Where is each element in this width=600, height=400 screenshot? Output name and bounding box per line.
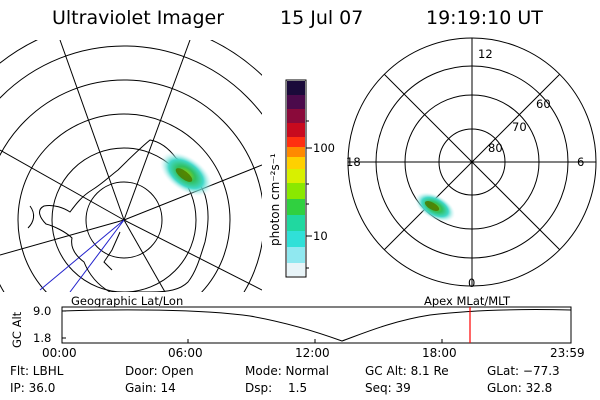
geo-meridians <box>0 40 262 292</box>
alt-ylabel: GC Alt <box>10 311 24 348</box>
terminator-line <box>39 219 125 291</box>
instrument-title: Ultraviolet Imager <box>52 7 225 29</box>
date-label: 15 Jul 07 <box>280 7 364 29</box>
polar-grid <box>347 37 597 287</box>
lat-label-70: 70 <box>512 120 527 134</box>
door-label: Door: Open <box>125 364 194 378</box>
dsp-label: Dsp: <box>245 381 273 395</box>
mlt-label-12: 12 <box>478 47 493 61</box>
mode-label: Mode: Normal <box>245 364 329 378</box>
alt-xtick-0600: 06:00 <box>168 346 203 360</box>
antarctica-outline <box>39 139 209 292</box>
alt-xtick-0000: 00:00 <box>42 346 77 360</box>
lat-label-80: 80 <box>488 141 503 155</box>
altitude-curve <box>61 309 572 342</box>
ip-label: IP: 36.0 <box>10 381 56 395</box>
glat-label: GLat: −77.3 <box>487 364 560 378</box>
gain-label: Gain: 14 <box>125 381 176 395</box>
lat-label-60: 60 <box>536 97 551 111</box>
alt-ytick-1: 1.8 <box>33 331 52 345</box>
altitude-plot <box>61 306 572 344</box>
colorbar <box>285 79 312 278</box>
time-label: 19:19:10 UT <box>426 7 543 29</box>
geo-map <box>0 40 262 292</box>
geo-panel-label: Geographic Lat/Lon <box>71 294 184 308</box>
alt-xtick-1200: 12:00 <box>295 346 330 360</box>
mlt-label-18: 18 <box>346 155 361 169</box>
alt-ytick-9: 9.0 <box>33 304 52 318</box>
mlt-label-0: 0 <box>468 276 476 290</box>
dsp-value: 1.5 <box>288 381 308 395</box>
polar-panel-label: Apex MLat/MLT <box>424 294 511 308</box>
colorbar-tick-100: 100 <box>313 141 335 155</box>
gc-alt-label: GC Alt: 8.1 Re <box>365 364 449 378</box>
alt-xtick-2359: 23:59 <box>550 346 585 360</box>
seq-label: Seq: 39 <box>365 381 411 395</box>
colorbar-unit-label: photon cm⁻²s⁻¹ <box>268 153 282 246</box>
mlt-label-6: 6 <box>577 155 585 169</box>
geo-lat-circles <box>0 40 262 292</box>
flt-label: Flt: LBHL <box>10 364 64 378</box>
alt-xtick-1800: 18:00 <box>422 346 457 360</box>
glon-label: GLon: 32.8 <box>487 381 553 395</box>
colorbar-tick-10: 10 <box>313 229 328 243</box>
